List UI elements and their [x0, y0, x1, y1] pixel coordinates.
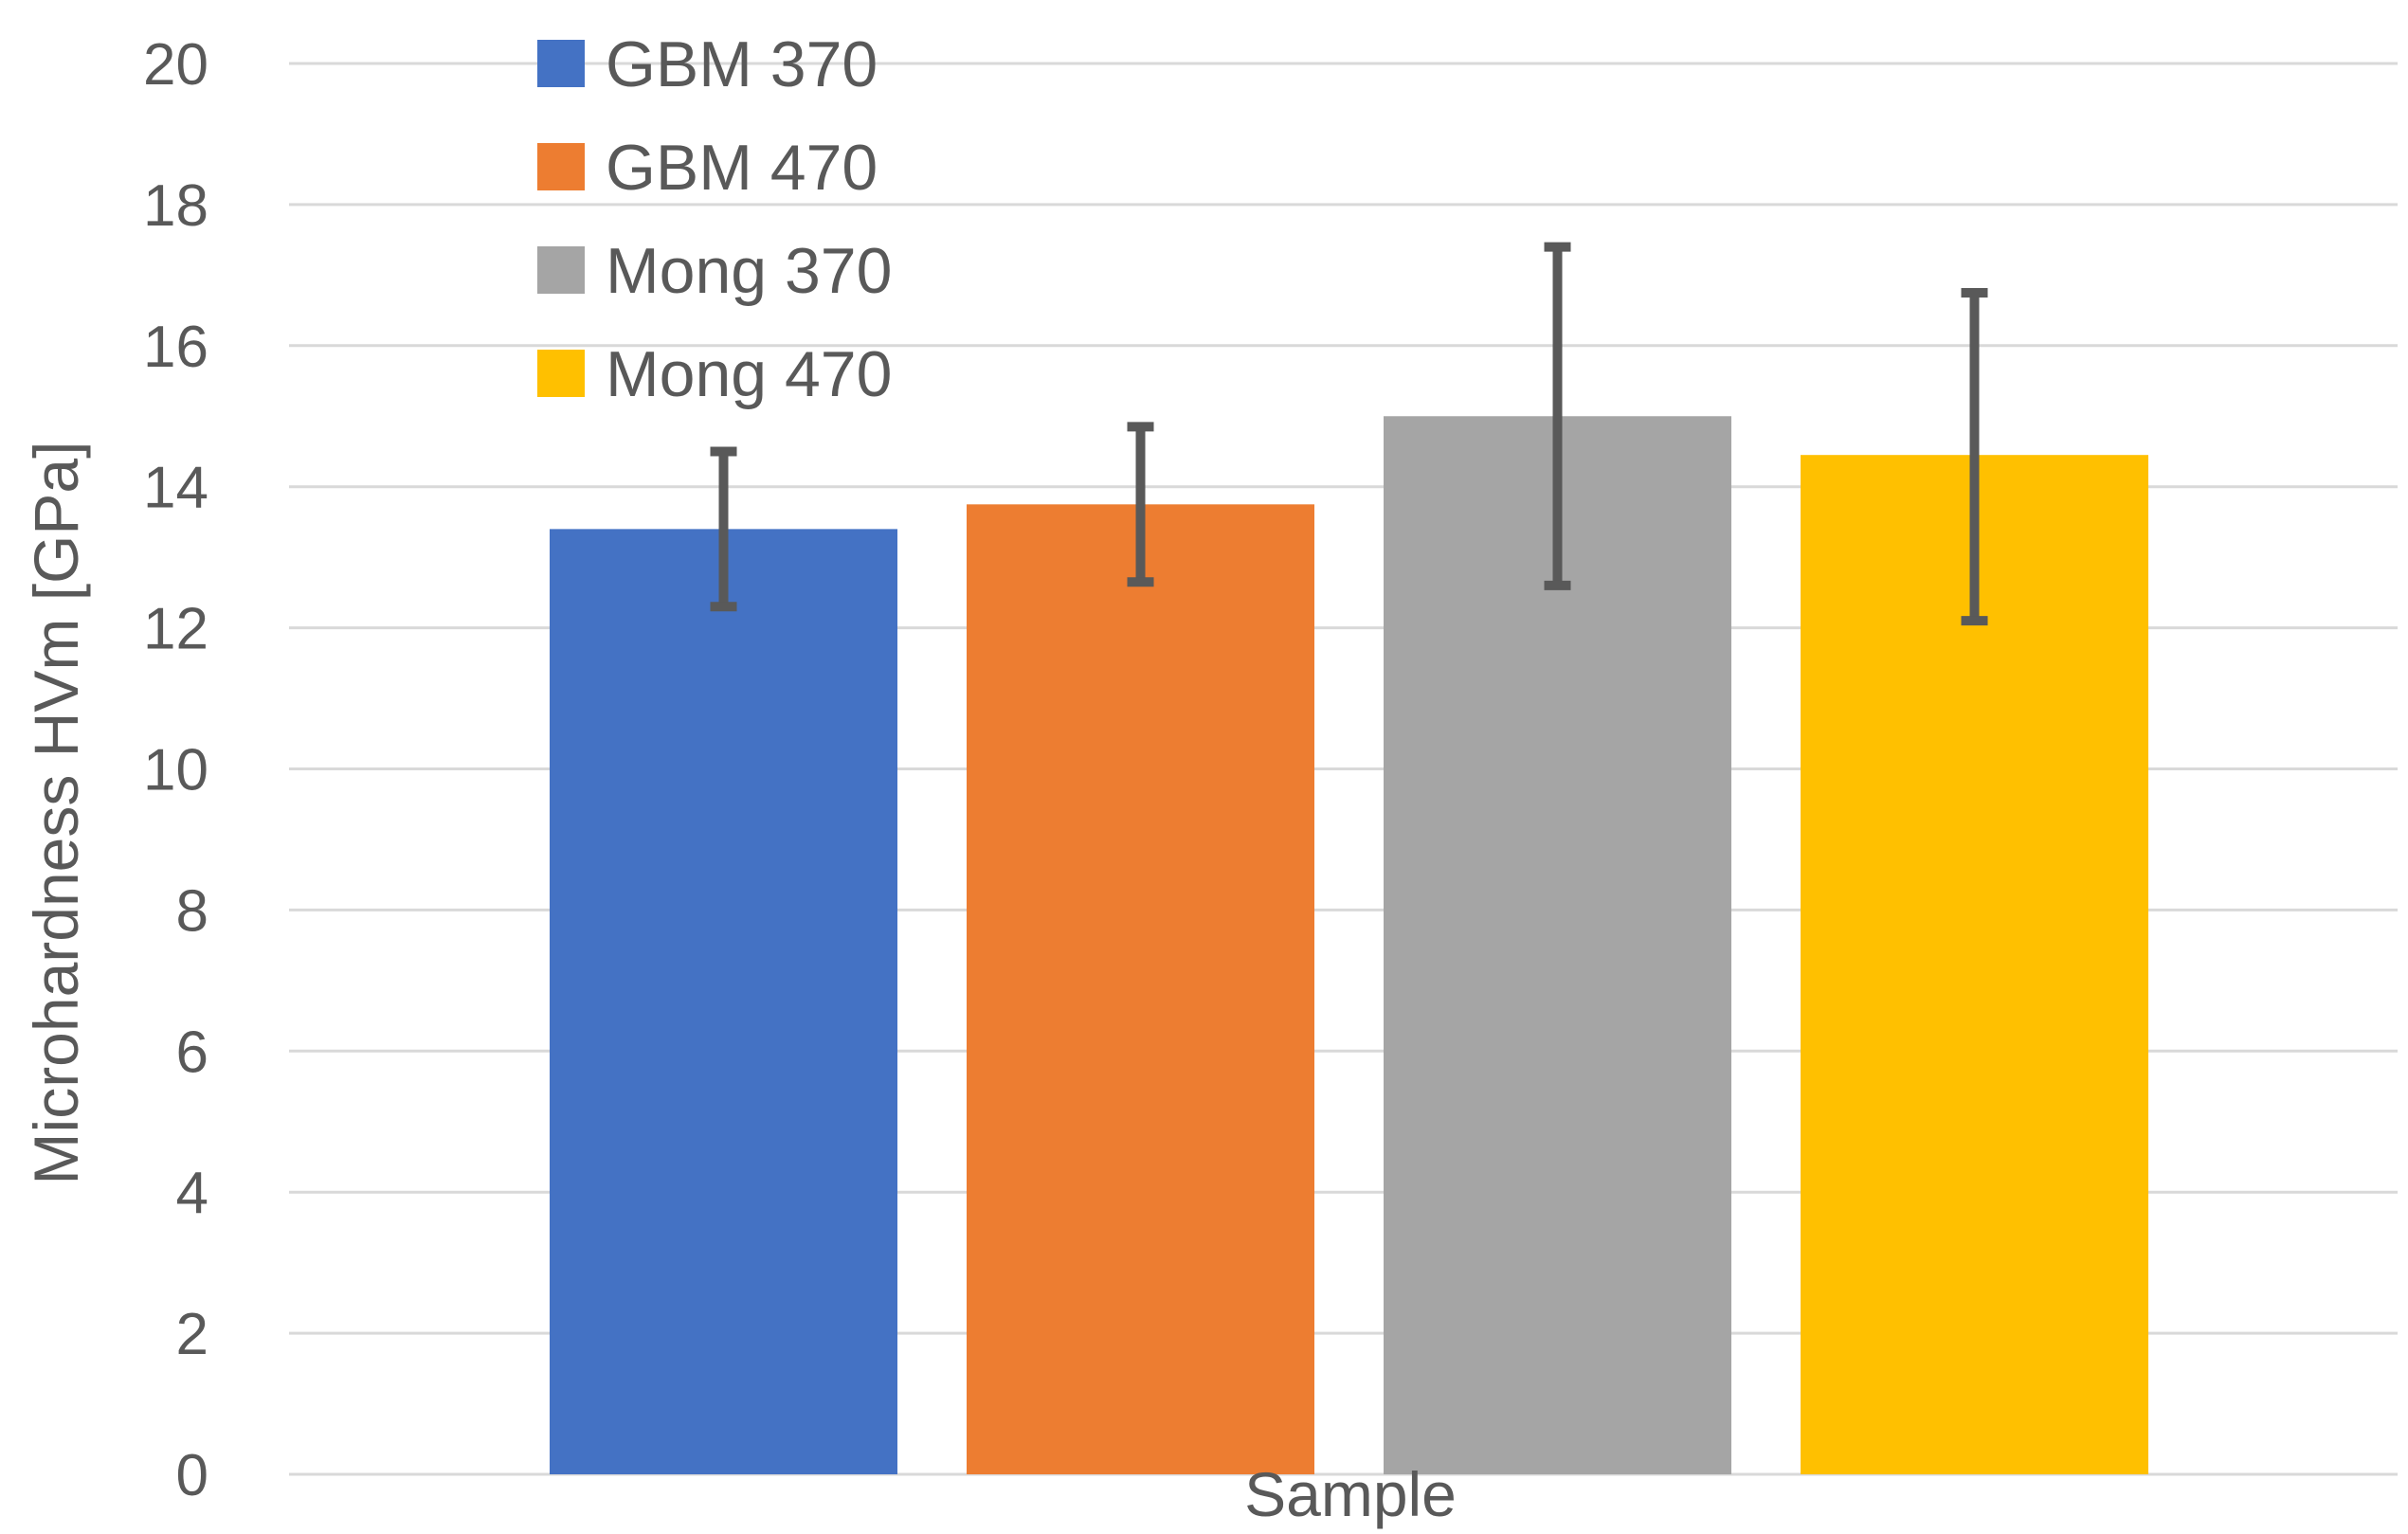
- error-bars: [710, 242, 1988, 626]
- x-axis-label: Sample: [1244, 1459, 1457, 1529]
- y-tick-label: 20: [143, 32, 208, 98]
- legend-label: GBM 470: [606, 132, 878, 204]
- bars: [550, 416, 2148, 1474]
- y-tick-label: 0: [176, 1443, 208, 1508]
- legend: GBM 370 GBM 470 Mong 370 Mong 470: [537, 28, 892, 410]
- y-tick-label: 10: [143, 738, 208, 803]
- legend-swatch: [537, 143, 585, 190]
- bar-gbm-470: [967, 504, 1314, 1474]
- legend-swatch: [537, 350, 585, 397]
- bar-gbm-370: [550, 529, 897, 1474]
- legend-label: GBM 370: [606, 28, 878, 100]
- legend-label: Mong 470: [606, 338, 892, 410]
- y-tick-label: 12: [143, 597, 208, 662]
- y-tick-label: 8: [176, 878, 208, 944]
- legend-label: Mong 370: [606, 235, 892, 307]
- y-tick-label: 14: [143, 456, 208, 521]
- y-tick-label: 4: [176, 1161, 208, 1226]
- legend-swatch: [537, 246, 585, 294]
- y-tick-label: 16: [143, 315, 208, 380]
- bar-mong-370: [1384, 416, 1731, 1474]
- y-tick-label: 18: [143, 173, 208, 239]
- y-tick-labels: 0 2 4 6 8 10 12 14 16 18 20: [143, 32, 208, 1508]
- y-axis-label: Microhardness HVm [GPa]: [21, 442, 91, 1185]
- y-tick-label: 2: [176, 1302, 208, 1367]
- legend-swatch: [537, 40, 585, 87]
- y-tick-label: 6: [176, 1020, 208, 1085]
